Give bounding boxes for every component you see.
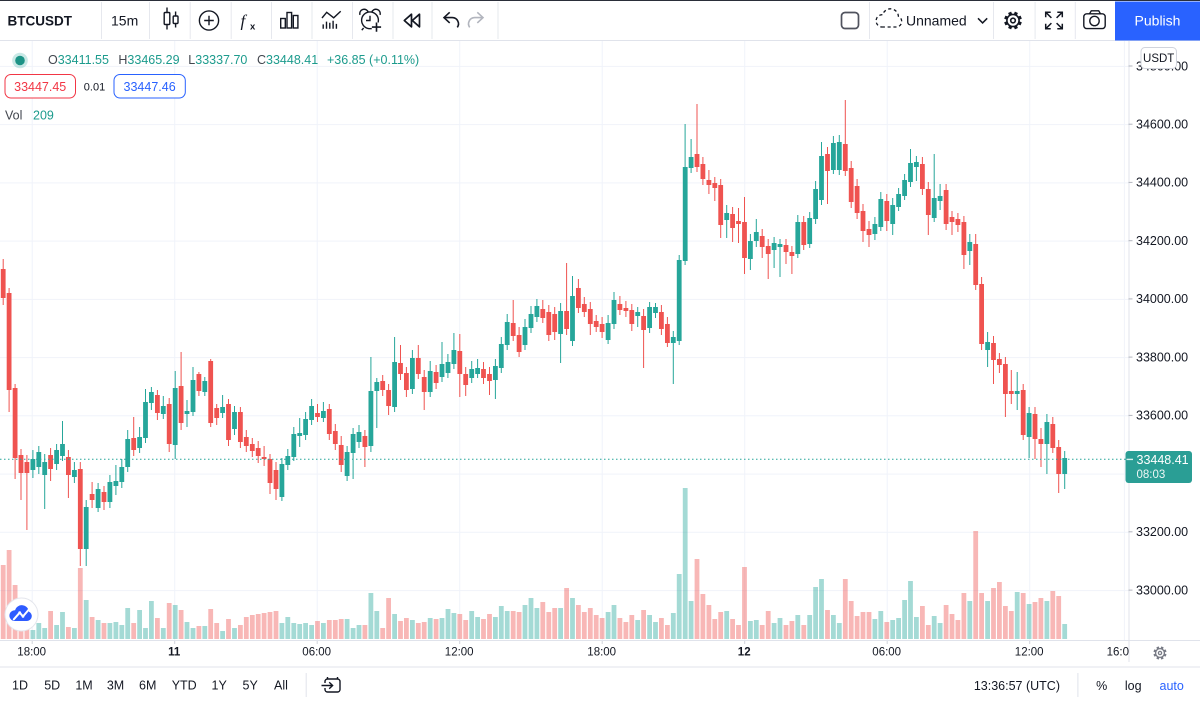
svg-text:0.01: 0.01 bbox=[84, 82, 105, 94]
svg-text:18:00: 18:00 bbox=[17, 647, 46, 659]
svg-text:1M: 1M bbox=[75, 679, 92, 693]
svg-text:Unnamed: Unnamed bbox=[906, 13, 967, 29]
svg-text:08:03: 08:03 bbox=[1137, 469, 1166, 481]
svg-text:06:00: 06:00 bbox=[302, 647, 331, 659]
svg-text:16:0: 16:0 bbox=[1107, 647, 1129, 659]
svg-text:33200.00: 33200.00 bbox=[1136, 525, 1188, 539]
svg-text:log: log bbox=[1125, 679, 1142, 693]
svg-text:O33411.55: O33411.55 bbox=[48, 53, 109, 67]
svg-text:5D: 5D bbox=[44, 679, 60, 693]
svg-text:YTD: YTD bbox=[172, 679, 197, 693]
svg-text:1Y: 1Y bbox=[212, 679, 228, 693]
svg-text:11: 11 bbox=[168, 647, 181, 659]
svg-text:15m: 15m bbox=[111, 13, 138, 29]
svg-text:34400.00: 34400.00 bbox=[1136, 176, 1188, 190]
svg-text:12:00: 12:00 bbox=[445, 647, 474, 659]
svg-text:Publish: Publish bbox=[1135, 13, 1181, 29]
svg-text:209: 209 bbox=[33, 109, 54, 123]
svg-text:18:00: 18:00 bbox=[587, 647, 616, 659]
svg-text:1D: 1D bbox=[12, 679, 28, 693]
svg-text:USDT: USDT bbox=[1143, 53, 1174, 65]
svg-text:6M: 6M bbox=[139, 679, 156, 693]
svg-text:12: 12 bbox=[738, 647, 751, 659]
svg-text:12:00: 12:00 bbox=[1015, 647, 1044, 659]
svg-text:All: All bbox=[274, 679, 288, 693]
svg-text:34600.00: 34600.00 bbox=[1136, 118, 1188, 132]
svg-text:06:00: 06:00 bbox=[872, 647, 901, 659]
svg-text:34000.00: 34000.00 bbox=[1136, 292, 1188, 306]
svg-text:Vol: Vol bbox=[5, 109, 22, 123]
svg-text:33600.00: 33600.00 bbox=[1136, 409, 1188, 423]
svg-text:f: f bbox=[241, 12, 248, 31]
svg-text:x: x bbox=[250, 22, 256, 33]
svg-text:34200.00: 34200.00 bbox=[1136, 234, 1188, 248]
svg-text:3M: 3M bbox=[107, 679, 124, 693]
svg-text:33447.46: 33447.46 bbox=[124, 80, 176, 94]
svg-text:13:36:57 (UTC): 13:36:57 (UTC) bbox=[974, 679, 1060, 693]
svg-text:33447.45: 33447.45 bbox=[14, 80, 66, 94]
svg-text:33800.00: 33800.00 bbox=[1136, 350, 1188, 364]
svg-text:33448.41: 33448.41 bbox=[1137, 453, 1189, 467]
svg-text:auto: auto bbox=[1160, 679, 1184, 693]
svg-text:C33448.41: C33448.41 bbox=[257, 53, 318, 67]
svg-text:%: % bbox=[1096, 679, 1107, 693]
svg-text:L33337.70: L33337.70 bbox=[188, 53, 247, 67]
svg-text:5Y: 5Y bbox=[243, 679, 259, 693]
svg-text:H33465.29: H33465.29 bbox=[118, 53, 179, 67]
svg-text:BTCUSDT: BTCUSDT bbox=[8, 14, 73, 29]
svg-text:+36.85 (+0.11%): +36.85 (+0.11%) bbox=[327, 53, 419, 67]
svg-text:33000.00: 33000.00 bbox=[1136, 583, 1188, 597]
